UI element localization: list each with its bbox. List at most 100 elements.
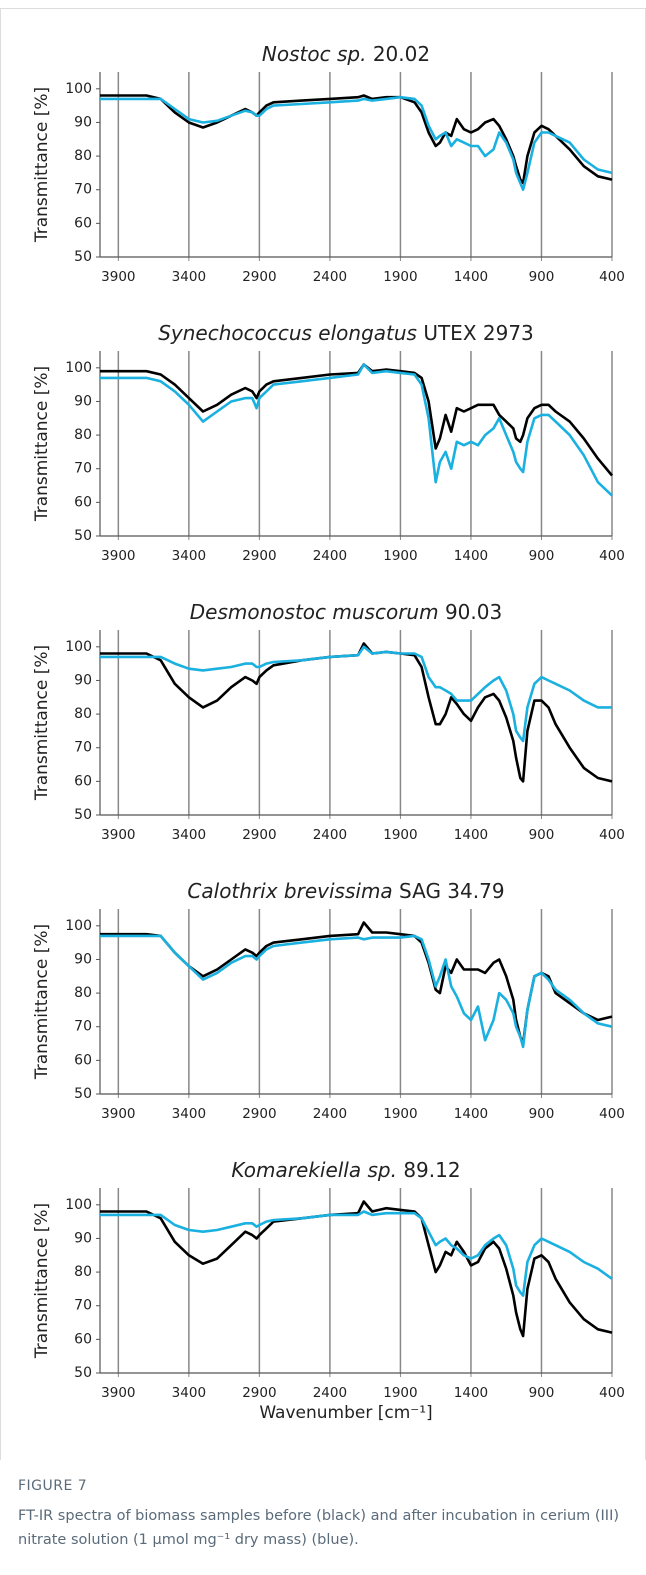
y-axis-label: Transmittance [%] [32, 645, 52, 801]
title-text: 90.03 [445, 600, 502, 624]
title-italic: Komarekiella sp. [231, 1158, 397, 1182]
title-text: 89.12 [403, 1158, 460, 1182]
y-tick-label: 90 [74, 951, 92, 967]
caption-label: FIGURE 7 [18, 1478, 88, 1494]
y-tick-label: 100 [65, 1197, 92, 1213]
x-tick-label: 1900 [383, 269, 417, 285]
x-tick-label: 1900 [383, 1385, 417, 1401]
y-tick-label: 50 [74, 807, 92, 823]
title-italic: Calothrix brevissima [187, 879, 392, 903]
y-tick-label: 70 [74, 182, 92, 198]
y-tick-label: 90 [74, 393, 92, 409]
x-tick-label: 3900 [101, 269, 135, 285]
x-tick-label: 3900 [101, 827, 135, 843]
y-tick-label: 100 [65, 81, 92, 97]
x-tick-label: 3900 [101, 1106, 135, 1122]
x-tick-label: 1900 [383, 827, 417, 843]
x-tick-label: 3400 [172, 827, 206, 843]
x-tick-label: 2900 [242, 1385, 276, 1401]
y-tick-label: 100 [65, 639, 92, 655]
chart-title: Komarekiella sp. 89.12 [231, 1158, 460, 1182]
x-axis-label: Wavenumber [cm⁻¹] [259, 1403, 432, 1423]
x-tick-label: 1900 [383, 1106, 417, 1122]
y-tick-label: 50 [74, 1086, 92, 1102]
x-tick-label: 3400 [172, 1106, 206, 1122]
x-tick-label: 400 [599, 827, 625, 843]
spectrum-line [100, 1200, 613, 1338]
x-tick-label: 2400 [313, 269, 347, 285]
chart-title: Desmonostoc muscorum 90.03 [190, 600, 502, 624]
y-tick-label: 80 [74, 427, 92, 443]
spectrum-line [100, 1210, 613, 1297]
x-tick-label: 2900 [242, 269, 276, 285]
x-tick-label: 900 [529, 827, 555, 843]
spectrum-line [100, 95, 613, 191]
x-tick-label: 1400 [454, 1106, 488, 1122]
y-tick-label: 80 [74, 706, 92, 722]
x-tick-label: 900 [529, 269, 555, 285]
x-tick-label: 3900 [101, 1385, 135, 1401]
caption-text: FT-IR spectra of biomass samples before … [18, 1508, 620, 1548]
title-text: 20.02 [373, 42, 430, 66]
y-tick-label: 70 [74, 461, 92, 477]
chart-title: Nostoc sp. 20.02 [262, 42, 430, 66]
x-tick-label: 400 [599, 1106, 625, 1122]
y-tick-label: 60 [74, 215, 92, 231]
title-italic: Synechococcus elongatus [158, 321, 417, 345]
x-tick-label: 1400 [454, 827, 488, 843]
y-tick-label: 70 [74, 740, 92, 756]
y-tick-label: 60 [74, 494, 92, 510]
y-tick-label: 90 [74, 114, 92, 130]
y-tick-label: 90 [74, 1230, 92, 1246]
title-italic: Nostoc sp. [262, 42, 367, 66]
spectrum-line [100, 363, 613, 477]
spectrum-line [100, 642, 613, 783]
spectrum-line [100, 934, 613, 1049]
y-tick-label: 80 [74, 148, 92, 164]
x-tick-label: 2400 [313, 1385, 347, 1401]
title-italic: Desmonostoc muscorum [190, 600, 439, 624]
y-tick-label: 80 [74, 985, 92, 1001]
y-tick-label: 60 [74, 1052, 92, 1068]
y-axis-label: Transmittance [%] [32, 924, 52, 1080]
y-tick-label: 50 [74, 1365, 92, 1381]
x-tick-label: 3900 [101, 548, 135, 564]
y-tick-label: 60 [74, 773, 92, 789]
chart-title: Synechococcus elongatus UTEX 2973 [158, 321, 534, 345]
figure: Nostoc sp. 20.02 Transmittance [%] 3900 340… [0, 8, 646, 1460]
x-tick-label: 2900 [242, 827, 276, 843]
spectrum-line [100, 363, 613, 497]
y-tick-label: 70 [74, 1019, 92, 1035]
y-tick-label: 50 [74, 528, 92, 544]
title-text: UTEX 2973 [423, 321, 533, 345]
x-tick-label: 1400 [454, 1385, 488, 1401]
x-tick-label: 400 [599, 269, 625, 285]
title-text: SAG 34.79 [399, 879, 505, 903]
y-tick-label: 80 [74, 1264, 92, 1280]
x-tick-label: 2400 [313, 827, 347, 843]
x-tick-label: 3400 [172, 1385, 206, 1401]
x-tick-label: 400 [599, 548, 625, 564]
y-tick-label: 60 [74, 1331, 92, 1347]
x-tick-label: 900 [529, 1106, 555, 1122]
y-tick-label: 90 [74, 672, 92, 688]
x-tick-label: 1400 [454, 269, 488, 285]
y-tick-label: 100 [65, 360, 92, 376]
spectrum-line [100, 921, 613, 1045]
x-tick-label: 3400 [172, 548, 206, 564]
spectrum-line [100, 645, 612, 743]
y-tick-label: 100 [65, 918, 92, 934]
y-axis-label: Transmittance [%] [32, 87, 52, 243]
y-tick-label: 50 [74, 249, 92, 265]
x-tick-label: 2400 [313, 548, 347, 564]
x-tick-label: 2900 [242, 1106, 276, 1122]
chart-title: Calothrix brevissima SAG 34.79 [187, 879, 504, 903]
x-tick-label: 400 [599, 1385, 625, 1401]
y-axis-label: Transmittance [%] [32, 366, 52, 522]
x-tick-label: 2900 [242, 548, 276, 564]
y-axis-label: Transmittance [%] [32, 1203, 52, 1359]
x-tick-label: 900 [529, 548, 555, 564]
x-tick-label: 900 [529, 1385, 555, 1401]
x-tick-label: 1400 [454, 548, 488, 564]
